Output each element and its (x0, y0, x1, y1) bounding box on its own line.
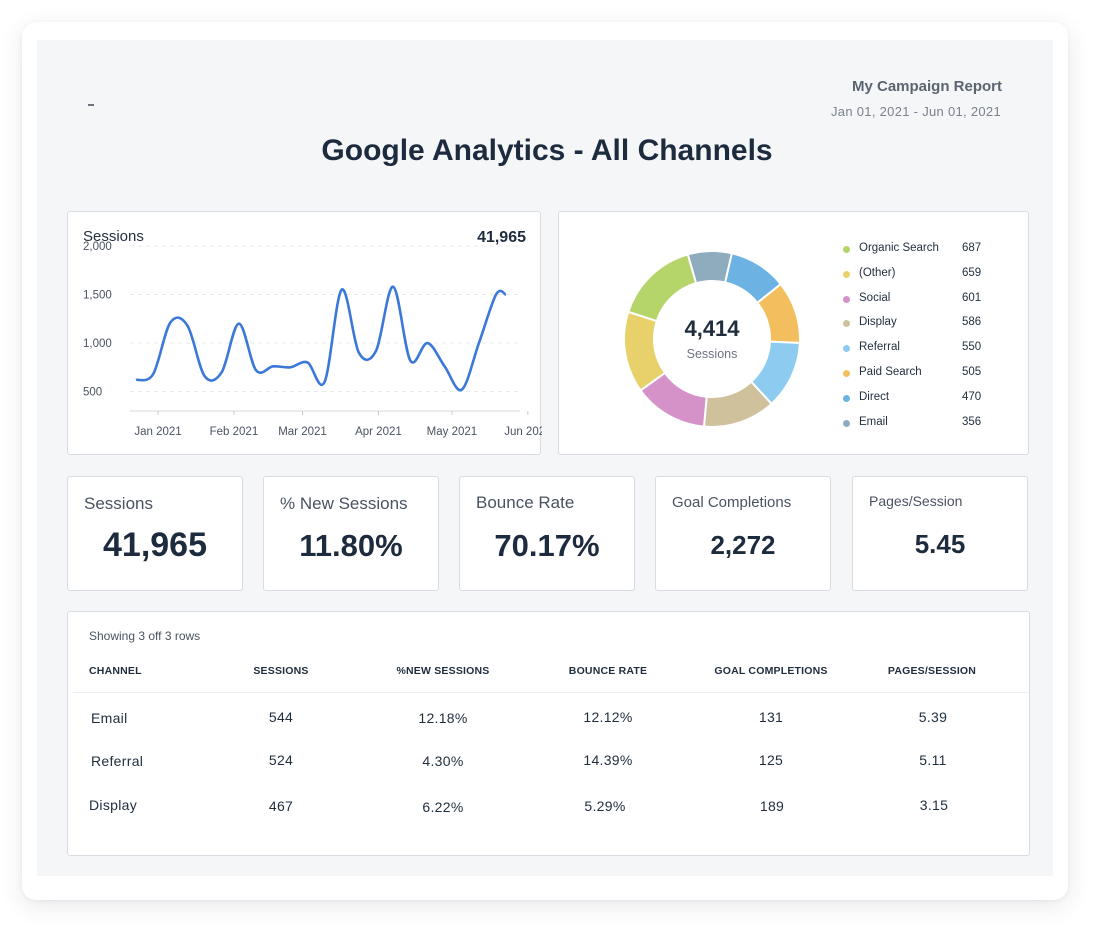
kpi-value: 11.80% (299, 528, 403, 563)
legend-swatch (843, 369, 850, 377)
legend-swatch (843, 394, 850, 402)
legend-label: Email (859, 415, 888, 428)
x-tick-label: May 2021 (427, 426, 478, 438)
table-cell-sessions: 467 (268, 798, 294, 814)
column-header-pages-session[interactable]: PAGES/SESSION (887, 665, 977, 677)
table-cell-bounce-rate: 5.29% (584, 798, 626, 814)
table-cell-goal-completions: 125 (758, 752, 784, 768)
legend-value: 470 (962, 390, 982, 403)
kpi-label: Bounce Rate (476, 493, 575, 512)
y-tick-label: 1,500 (83, 290, 112, 302)
sessions-line (135, 285, 507, 392)
legend-label: Referral (859, 341, 900, 354)
kpi-bounce-rate: Bounce Rate 70.17% (459, 476, 635, 591)
table-cell-new-sessions: 6.22% (422, 799, 464, 815)
table-cell-bounce-rate: 14.39% (583, 752, 633, 768)
legend-item[interactable]: Referral 550 (843, 337, 1013, 362)
legend-item[interactable]: Direct 470 (843, 387, 1013, 412)
legend-item[interactable]: (Other) 659 (843, 263, 1013, 288)
legend-value: 687 (962, 242, 982, 254)
channel-donut-panel: 4,414 Sessions Organic Search 687 (Other) 6… (558, 211, 1029, 455)
page-title: Google Analytics - All Channels (321, 134, 773, 167)
kpi-value: 2,272 (710, 530, 776, 560)
column-header-new-sessions[interactable]: %NEW SESSIONS (396, 665, 490, 677)
legend-item[interactable]: Display 586 (843, 312, 1013, 337)
legend-label: Social (859, 291, 891, 304)
legend-item[interactable]: Paid Search 505 (843, 362, 1013, 387)
x-tick-label: Apr 2021 (355, 426, 402, 438)
table-cell-bounce-rate: 12.12% (583, 709, 633, 725)
x-tick-label: Jun 2021 (504, 426, 542, 438)
legend-value: 659 (962, 266, 982, 279)
sessions-chart-label: Sessions (83, 228, 144, 245)
x-tick-label: Feb 2021 (210, 426, 259, 438)
x-tick-label: Mar 2021 (278, 426, 327, 438)
y-tick-label: 2,000 (83, 241, 112, 253)
donut-center-label: Sessions (686, 347, 738, 361)
table-cell-new-sessions: 4.30% (422, 753, 464, 769)
report-date-range: Jan 01, 2021 - Jun 01, 2021 (830, 104, 1001, 119)
table-cell-goal-completions: 189 (759, 798, 785, 814)
kpi-value: 5.45 (914, 529, 966, 559)
report-name: My Campaign Report (851, 78, 1002, 95)
kpi-label: Pages/Session (869, 493, 963, 509)
sessions-line-chart: 2,000 1,500 1,000 500 Jan 2021 Feb 2021 Mar 20… (83, 241, 542, 438)
table-row-count: Showing 3 off 3 rows (89, 629, 201, 643)
column-header-sessions[interactable]: SESSIONS (253, 665, 309, 677)
legend-label: Display (859, 316, 897, 329)
legend-swatch (843, 246, 850, 253)
y-tick-label: 1,000 (83, 338, 112, 350)
table-cell-goal-completions: 131 (758, 709, 784, 725)
legend-swatch (843, 419, 850, 427)
legend-swatch (843, 270, 850, 278)
legend-label: Organic Search (859, 242, 939, 254)
kpi-value: 41,965 (103, 526, 207, 564)
legend-swatch (843, 345, 850, 353)
table-cell-pages-session: 5.11 (919, 752, 947, 768)
table-cell-channel: Email (91, 710, 128, 726)
legend-value: 550 (962, 341, 982, 354)
donut-slice-organic-search[interactable] (627, 253, 698, 323)
table-cell-channel: Display (89, 797, 138, 813)
legend-label: Direct (859, 390, 890, 403)
column-header-bounce-rate[interactable]: BOUNCE RATE (568, 665, 648, 677)
kpi-value: 70.17% (494, 528, 600, 563)
table-cell-channel: Referral (91, 753, 144, 769)
donut-center-value: 4,414 (684, 316, 740, 341)
kpi-label: Sessions (84, 494, 153, 513)
legend-value: 586 (962, 316, 982, 329)
column-header-goal-completions[interactable]: GOAL COMPLETIONS (714, 665, 828, 677)
kpi-pages-session: Pages/Session 5.45 (852, 476, 1028, 591)
legend-label: (Other) (859, 266, 896, 279)
legend-item[interactable]: Organic Search 687 (843, 238, 1013, 263)
table-cell-sessions: 544 (268, 709, 294, 725)
legend-value: 601 (962, 291, 982, 304)
kpi-label: Goal Completions (672, 494, 792, 511)
sessions-chart-panel: Sessions 41,965 2,000 1,500 1,000 500 Jan 20… (67, 211, 542, 455)
kpi-sessions: Sessions 41,965 (67, 476, 243, 591)
legend-item[interactable]: Email 356 (843, 412, 1013, 437)
legend-swatch (843, 295, 850, 303)
header-divider (73, 692, 1029, 693)
table-cell-pages-session: 5.39 (918, 709, 948, 725)
table-cell-new-sessions: 12.18% (418, 710, 468, 726)
table-cell-pages-session: 3.15 (919, 797, 949, 813)
table-cell-sessions: 524 (268, 752, 294, 768)
channel-donut-chart (623, 250, 801, 428)
kpi-label: % New Sessions (280, 494, 408, 513)
x-tick-label: Jan 2021 (134, 426, 181, 438)
logo-placeholder (88, 104, 94, 106)
channel-table: Showing 3 off 3 rows CHANNEL SESSIONS %N… (67, 611, 1030, 856)
sessions-chart-total: 41,965 (477, 229, 526, 246)
column-header-channel[interactable]: CHANNEL (89, 665, 142, 677)
y-tick-label: 500 (83, 387, 102, 399)
legend-swatch (843, 320, 850, 328)
legend-value: 356 (962, 415, 982, 428)
legend-value: 505 (962, 365, 982, 378)
legend-item[interactable]: Social 601 (843, 288, 1013, 313)
kpi-goal-completions: Goal Completions 2,272 (655, 476, 831, 591)
legend-label: Paid Search (859, 365, 922, 378)
kpi-new-sessions: % New Sessions 11.80% (263, 476, 439, 591)
donut-legend: Organic Search 687 (Other) 659 Social 601 Disp… (843, 238, 1013, 436)
